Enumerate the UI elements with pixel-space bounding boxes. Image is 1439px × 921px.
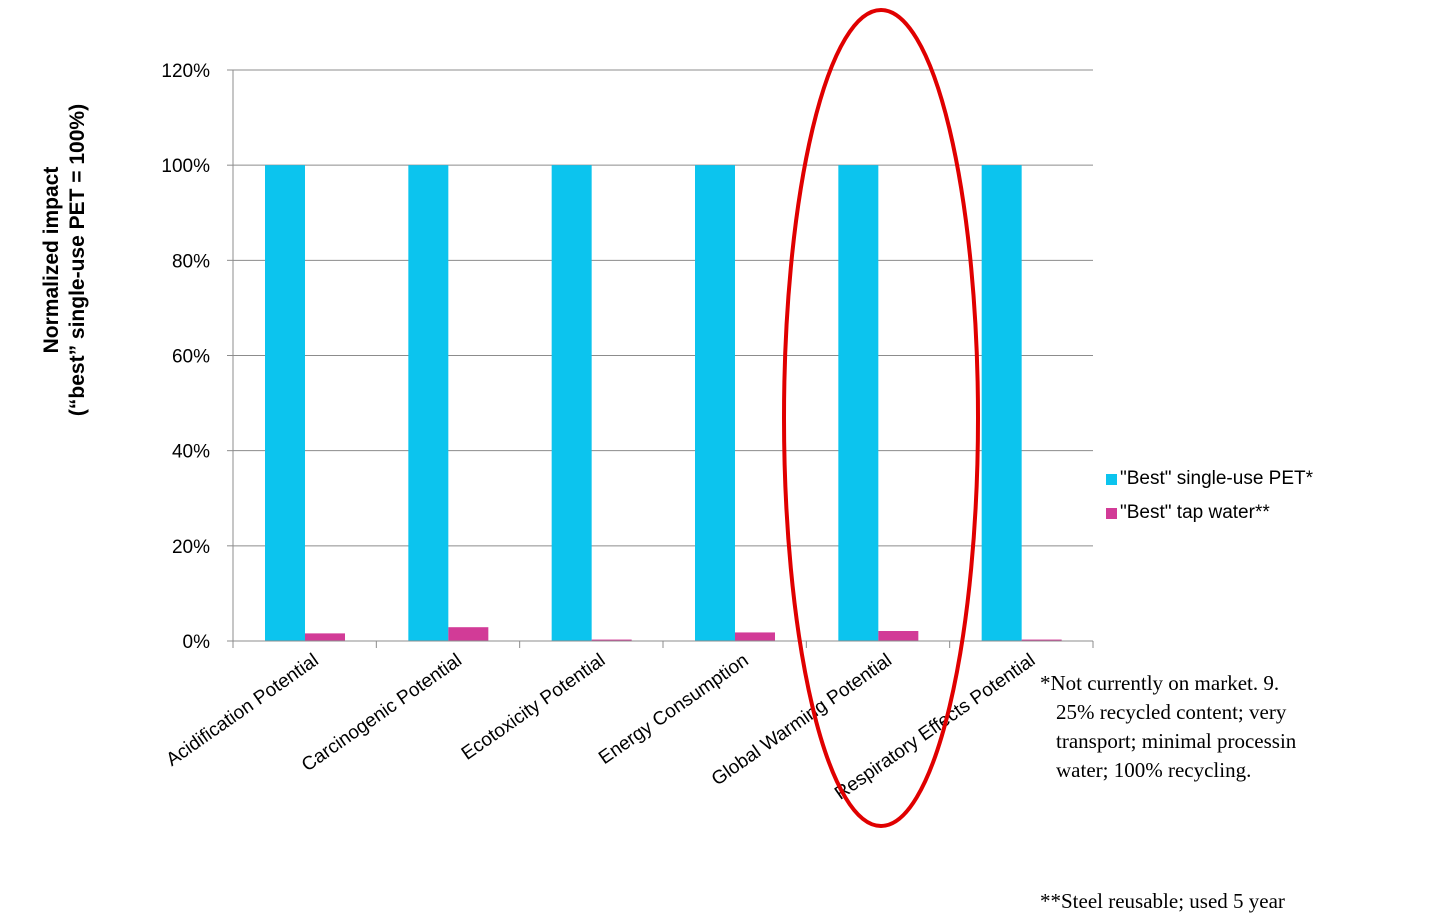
x-tick-label: Acidification Potential [163,650,323,771]
footnote-1-line-3: transport; minimal processin [1056,729,1297,753]
footnote-1-line-2: 25% recycled content; very [1056,700,1287,724]
bar-tap-water [735,632,775,641]
gridlines [233,69,1093,547]
footnote-2-line-1: **Steel reusable; used 5 year [1040,889,1285,913]
bar-pet [981,165,1022,641]
footnote-1-line-1: *Not currently on market. 9. [1040,671,1280,695]
x-tick-label: Energy Consumption [595,650,752,769]
legend-item-tap: "Best" tap water** [1106,496,1313,530]
bar-pet [838,165,879,641]
y-tick-label: 100% [161,156,210,177]
bar-tap-water [591,639,632,641]
x-tick-label: Carcinogenic Potential [298,650,466,776]
y-tick-label: 0% [183,632,211,653]
y-tick-label: 60% [172,347,210,368]
bar-tap-water [878,631,919,641]
bar-tap-water [448,627,489,641]
y-axis-label-line1: Normalized impact [40,166,63,354]
x-axis [232,70,1094,648]
highlight-ellipse [782,8,980,828]
y-axis-label-line2: (“best” single-use PET = 100%) [66,103,89,417]
bar-tap-water [1021,639,1062,641]
legend-item-pet: "Best" single-use PET* [1106,462,1313,496]
y-tick-label: 80% [172,251,210,272]
legend-swatch-tap [1106,507,1117,519]
y-tick-label: 20% [172,537,210,558]
bar-pet [695,165,735,641]
y-tick-labels: 0% 20% 40% 60% 80% 100% 120% [161,61,233,653]
bar-pet [551,165,592,641]
y-tick-label: 120% [161,61,210,82]
x-tick-label: Ecotoxicity Potential [458,650,609,765]
bar-pet [265,165,305,641]
bar-tap-water [305,633,345,641]
legend-label-pet: "Best" single-use PET* [1120,468,1314,489]
y-axis-label: Normalized impact (“best” single-use PET… [30,45,100,475]
footnote-1-line-4: water; 100% recycling. [1056,758,1252,782]
y-tick-label: 40% [172,442,210,463]
legend-swatch-pet [1106,473,1117,485]
legend: "Best" single-use PET* "Best" tap water*… [1106,462,1313,530]
bars [265,165,1062,641]
legend-label-tap: "Best" tap water** [1120,502,1270,523]
bar-pet [408,165,449,641]
